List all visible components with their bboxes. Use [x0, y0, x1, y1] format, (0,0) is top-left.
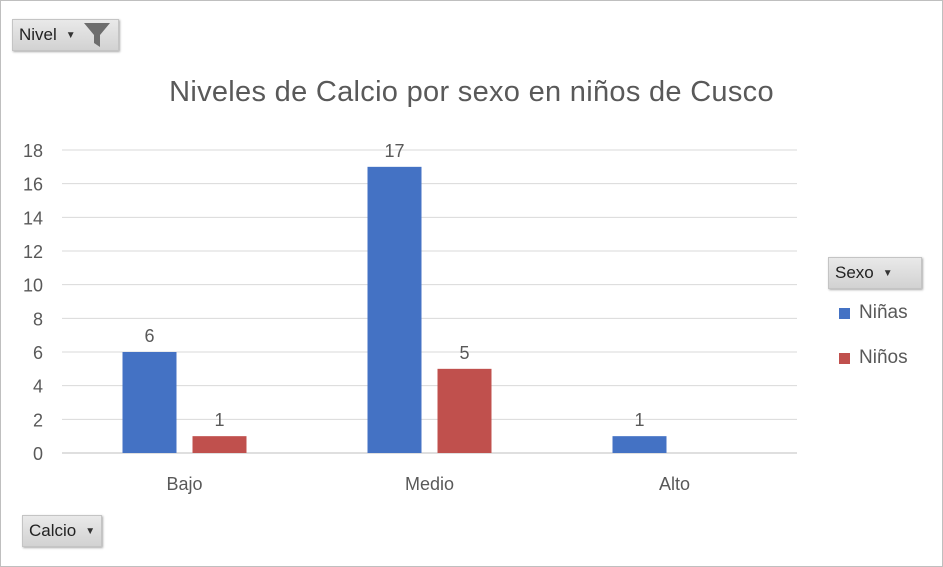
- bar: [437, 368, 492, 453]
- legend-item-ninos: Niños: [839, 347, 908, 369]
- legend-label-ninos: Niños: [859, 347, 908, 368]
- data-label: 1: [214, 410, 224, 430]
- y-tick-label: 12: [23, 242, 43, 262]
- data-label: 17: [384, 141, 404, 161]
- y-tick-label: 0: [33, 444, 43, 464]
- chevron-down-icon: ▼: [85, 525, 96, 537]
- y-tick-label: 16: [23, 175, 43, 195]
- x-tick-label: Bajo: [166, 474, 202, 494]
- chart-title: Niveles de Calcio por sexo en niños de C…: [169, 76, 774, 108]
- bar: [192, 436, 247, 453]
- calcio-filter-button[interactable]: Calcio ▼: [22, 515, 103, 547]
- legend-swatch-ninos: [839, 352, 850, 364]
- legend-item-ninas: Niñas: [839, 302, 908, 324]
- y-tick-label: 4: [33, 377, 43, 397]
- x-tick-label: Medio: [405, 474, 454, 494]
- data-label: 1: [634, 410, 644, 430]
- y-tick-label: 10: [23, 276, 43, 296]
- funnel-filter-icon: [83, 23, 110, 47]
- nivel-filter-label: Nivel: [19, 25, 57, 44]
- bar: [122, 352, 177, 453]
- chevron-down-icon: ▼: [882, 267, 893, 279]
- y-tick-label: 14: [23, 208, 43, 228]
- x-tick-label: Alto: [659, 474, 690, 494]
- bar: [367, 166, 422, 454]
- y-tick-label: 2: [33, 410, 43, 430]
- calcio-filter-label: Calcio: [29, 521, 77, 540]
- chevron-down-icon: ▼: [65, 29, 76, 41]
- y-tick-label: 6: [33, 343, 43, 363]
- sexo-legend-label: Sexo: [835, 263, 874, 282]
- bar: [612, 436, 667, 453]
- nivel-filter-button[interactable]: Nivel ▼: [12, 19, 119, 51]
- legend-label-ninas: Niñas: [859, 302, 908, 323]
- y-tick-label: 8: [33, 309, 43, 329]
- sexo-legend-button[interactable]: Sexo ▼: [828, 257, 922, 289]
- legend-swatch-ninas: [839, 307, 850, 319]
- data-label: 5: [459, 343, 469, 363]
- y-tick-label: 18: [23, 141, 43, 161]
- data-label: 6: [144, 326, 154, 346]
